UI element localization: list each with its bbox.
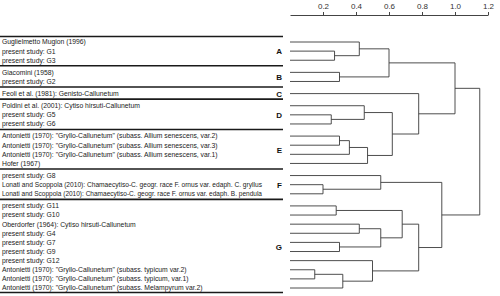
group-separator bbox=[0, 129, 283, 131]
dendrogram-link bbox=[364, 113, 392, 156]
tick-mark bbox=[356, 12, 357, 15]
group-letter: F bbox=[277, 181, 282, 190]
leaf-label: present study: G5 bbox=[2, 111, 56, 119]
tick-mark bbox=[389, 12, 390, 15]
leaf-label: present study: G4 bbox=[2, 230, 56, 238]
tick: 0.8 bbox=[417, 2, 429, 15]
dendrogram-link bbox=[290, 106, 364, 120]
leaf-label: Hofer (1967) bbox=[2, 160, 40, 168]
x-axis: 0.2 0.4 0.6 0.8 1.0 1.2 bbox=[291, 2, 495, 16]
dendrogram-link bbox=[290, 72, 340, 81]
tick-mark bbox=[422, 12, 423, 15]
tick: 1.0 bbox=[450, 2, 462, 15]
dendrogram-link bbox=[336, 210, 402, 237]
dendrogram-link bbox=[340, 229, 381, 247]
dendrogram-link bbox=[290, 242, 340, 251]
leaf-label: Giacomini (1958) bbox=[2, 69, 54, 77]
dendrogram-link bbox=[290, 185, 323, 194]
tick: 0.4 bbox=[351, 2, 363, 15]
dendrogram-link bbox=[290, 136, 340, 145]
group-letter: B bbox=[276, 73, 282, 82]
dendrogram-link bbox=[290, 94, 419, 134]
leaf-label: Antonietti (1970): "Gryllo-Callunetum" (… bbox=[2, 266, 187, 274]
leaf-label: Oberdorfer (1964): Cytiso hirsuti-Callun… bbox=[2, 221, 136, 229]
group-separators bbox=[0, 36, 283, 292]
dendrogram-link bbox=[290, 141, 349, 155]
tick-label: 0.8 bbox=[417, 2, 429, 11]
leaf-label: Lonati and Scoppola (2010): Chamaecytiso… bbox=[2, 190, 262, 198]
group-separator bbox=[0, 86, 283, 88]
leaf-label: present study: G6 bbox=[2, 120, 56, 128]
group-separator bbox=[0, 199, 283, 201]
leaf-label: Poldini et al. (2001): Cytiso hirsuti-Ca… bbox=[2, 102, 140, 110]
dendrogram-link bbox=[340, 49, 390, 77]
leaf-label: Guglielmetto Mugion (1996) bbox=[2, 38, 86, 46]
leaf-label: Antonietti (1970): "Gryllo-Callunetum" (… bbox=[2, 142, 218, 150]
group-separator bbox=[0, 65, 283, 67]
group-separator bbox=[0, 292, 283, 294]
tick-label: 0.4 bbox=[351, 2, 363, 11]
tick: 0.2 bbox=[318, 2, 330, 15]
leaf-label: Antonietti (1970): "Gryllo-Callunetum" (… bbox=[2, 151, 218, 159]
leaf-label: present study: G12 bbox=[2, 257, 60, 265]
dendrogram-link bbox=[290, 51, 335, 60]
group-separator bbox=[0, 168, 283, 170]
tick-label: 0.2 bbox=[318, 2, 330, 11]
leaf-label: present study: G3 bbox=[2, 57, 56, 65]
leaf-label: Feoli et al. (1981): Genisto-Callunetum bbox=[2, 90, 119, 98]
dendrogram-link bbox=[290, 42, 359, 56]
leaf-label: present study: G9 bbox=[2, 248, 56, 256]
axis-line bbox=[291, 15, 489, 16]
leaf-label: Antonietti (1970): "Gryllo-Callunetum" (… bbox=[2, 275, 189, 283]
tick-label: 1.0 bbox=[450, 2, 462, 11]
tick: 0.6 bbox=[384, 2, 396, 15]
dendrogram-links bbox=[290, 42, 480, 288]
group-letter: D bbox=[276, 111, 282, 120]
dendrogram-link bbox=[290, 261, 373, 282]
leaf-label: Antonietti (1970): "Gryllo-Callunetum" (… bbox=[2, 132, 218, 140]
group-letter: A bbox=[276, 47, 282, 56]
group-letter: G bbox=[276, 243, 282, 252]
leaf-label: present study: G11 bbox=[2, 202, 59, 210]
group-separator bbox=[0, 36, 283, 38]
dendrogram-link bbox=[442, 88, 480, 215]
leaf-labels: Guglielmetto Mugion (1996) present study:… bbox=[2, 38, 263, 292]
leaf-label: present study: G1 bbox=[2, 48, 56, 56]
tick-mark bbox=[455, 12, 456, 15]
leaf-label: Antonietti (1970): "Gryllo-Callunetum" (… bbox=[2, 284, 203, 292]
dendrogram-link bbox=[373, 224, 419, 271]
tick-label: 1.2 bbox=[483, 2, 495, 11]
tick-mark bbox=[323, 12, 324, 15]
dendrogram-link bbox=[290, 270, 315, 279]
leaf-label: present study: G7 bbox=[2, 239, 56, 247]
dendrogram-link bbox=[381, 182, 442, 247]
dendrogram-link bbox=[290, 115, 331, 124]
dendrogram-link bbox=[290, 224, 359, 233]
dendrogram-link bbox=[389, 63, 455, 114]
dendrogram-link bbox=[290, 176, 381, 190]
leaf-label: present study: G10 bbox=[2, 211, 60, 219]
leaf-label: present study: G8 bbox=[2, 172, 56, 180]
chart-container: A BC D E F G Guglielmetto Mugion (1996) present… bbox=[0, 0, 500, 296]
tick-mark bbox=[488, 12, 489, 15]
dendrogram-chart: A BC D E F G Guglielmetto Mugion (1996) present… bbox=[0, 0, 500, 296]
tick-label: 0.6 bbox=[384, 2, 396, 11]
group-letter: E bbox=[277, 146, 283, 155]
dendrogram-link bbox=[290, 274, 343, 288]
leaf-label: present study: G2 bbox=[2, 78, 56, 86]
dendrogram-link bbox=[290, 206, 336, 215]
group-separator bbox=[0, 98, 283, 100]
group-letter: C bbox=[276, 90, 282, 99]
group-letters: A BC D E F G bbox=[276, 47, 283, 252]
leaf-label: Lonati and Scoppola (2010): Chamaecytiso… bbox=[2, 181, 263, 189]
tick: 1.2 bbox=[483, 2, 495, 15]
dendrogram-link bbox=[290, 147, 368, 163]
